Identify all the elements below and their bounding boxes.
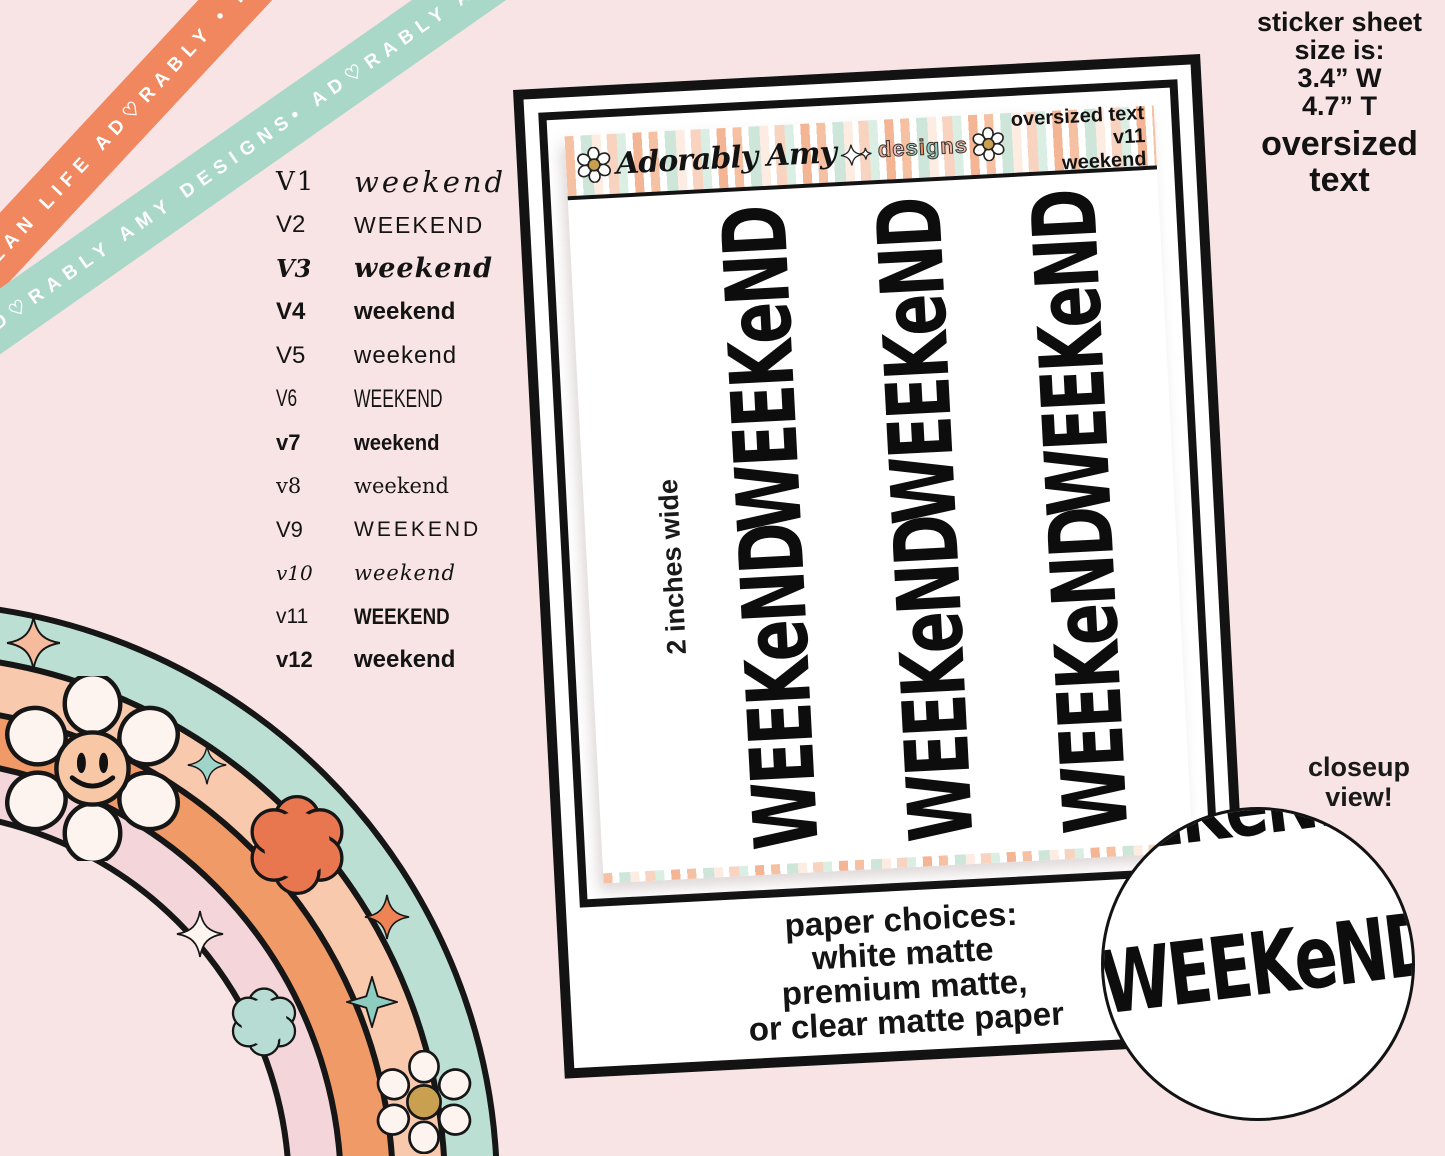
version-label: V6 [276, 385, 298, 413]
version-sample: weekend [354, 561, 456, 586]
sticker-cell: WEEKeND [988, 188, 1154, 518]
sticker-cell: WEEKeND [850, 514, 1016, 844]
sparkle-icon [364, 894, 410, 940]
version-sample: weekend [354, 164, 507, 199]
sparkle-icon [187, 745, 227, 785]
style-note: oversized text [1261, 125, 1418, 199]
version-label: v10 [276, 561, 313, 586]
font-version-row: V5 weekend [276, 334, 506, 378]
version-sample: WEEKEND [354, 384, 443, 413]
sparkles-icon [841, 144, 872, 166]
sheet-title: oversized text v11 weekend [1004, 102, 1147, 178]
brand-script-name: Adorably Amy [615, 134, 837, 182]
font-version-row: v10 weekend [276, 552, 506, 596]
sticker-word: WEEKeND [718, 522, 839, 852]
version-sample: weekend [354, 474, 449, 499]
version-label: V9 [276, 516, 303, 542]
daisy-icon [577, 146, 611, 184]
closeup-word-partial: WEEKeND [1101, 807, 1371, 884]
sticker-sheet: Adorably Amy designs [564, 102, 1193, 884]
sparkle-icon [176, 910, 224, 958]
version-sample: WEEKEND [354, 517, 482, 541]
version-label: V5 [276, 341, 306, 369]
font-version-list: V1 weekend V2 WEEKEND V3 weekend V4 weekend … [276, 160, 506, 682]
version-sample: WEEKEND [354, 211, 485, 238]
sticker-word: WEEKeND [701, 204, 823, 535]
font-version-row: V9 WEEKEND [276, 508, 506, 552]
inner-frame: Adorably Amy designs [538, 79, 1220, 908]
font-version-row: v7 weekend [276, 421, 506, 465]
version-label: v7 [276, 429, 301, 455]
font-version-row: v8 weekend [276, 465, 506, 509]
brand-letter: g [925, 133, 942, 160]
star-icon [346, 976, 398, 1028]
sheet-title-line1: oversized text v11 [1010, 101, 1146, 149]
brand-letter: n [939, 132, 956, 159]
sticker-word: WEEKeND [1011, 188, 1132, 518]
version-label: V3 [276, 254, 312, 284]
version-sample: weekend [354, 298, 456, 326]
version-label: v12 [276, 647, 313, 673]
font-version-row: V6 WEEKEND [276, 378, 506, 422]
font-version-row: V4 weekend [276, 291, 506, 335]
daisy-icon [376, 1050, 472, 1154]
version-label: v8 [276, 474, 302, 499]
version-label: v11 [276, 604, 309, 628]
brand-letter: e [891, 135, 907, 162]
brand-letter: s [954, 132, 970, 159]
sticker-cell: WEEKeND [1005, 505, 1171, 836]
sticker-column: WEEKeND WEEKeND [834, 196, 1017, 844]
sticker-word: WEEKeND [856, 196, 978, 526]
version-label: V1 [276, 166, 316, 197]
sticker-cell: WEEKeND [695, 522, 861, 852]
font-version-row: V3 weekend [276, 247, 506, 291]
version-sample: weekend [354, 253, 493, 285]
sticker-column: WEEKeND WEEKeND [988, 188, 1171, 836]
brand-logo: Adorably Amy designs [575, 125, 1007, 184]
brand-designs-word: designs [877, 132, 970, 163]
sheet-header-stripes: Adorably Amy designs [564, 102, 1158, 201]
sticker-word: WEEKeND [873, 514, 994, 844]
version-label: V2 [276, 211, 306, 239]
font-version-row: V1 weekend [276, 160, 506, 204]
version-sample: weekend [354, 429, 440, 455]
smiley-daisy-icon [5, 676, 180, 861]
closeup-word: WEEKeND [1101, 894, 1415, 1036]
closeup-circle: WEEKeND WEEKeND [1101, 807, 1415, 1121]
font-version-row: v12 weekend [276, 639, 506, 683]
font-version-row: V2 WEEKEND [276, 204, 506, 248]
closeup-label: closeup view! [1307, 752, 1411, 812]
flower-icon [231, 987, 297, 1057]
brand-letter: d [877, 136, 894, 163]
size-note: sticker sheet size is: 3.4” W 4.7” T [1256, 7, 1423, 121]
version-sample: weekend [354, 341, 458, 369]
flower-icon [250, 794, 344, 896]
sticker-cell: WEEKeND [834, 196, 1000, 526]
font-version-row: v11 WEEKEND [276, 595, 506, 639]
daisy-icon [972, 126, 1005, 162]
sticker-cell: WEEKeND [679, 204, 845, 535]
sticker-word: WEEKeND [1027, 505, 1149, 836]
product-card: Adorably Amy designs [513, 53, 1252, 1079]
sparkle-icon [6, 616, 61, 670]
version-sample: WEEKEND [354, 603, 450, 629]
version-sample: weekend [354, 646, 456, 674]
version-label: V4 [276, 298, 306, 326]
sticker-column: WEEKeND WEEKeND [679, 204, 862, 852]
